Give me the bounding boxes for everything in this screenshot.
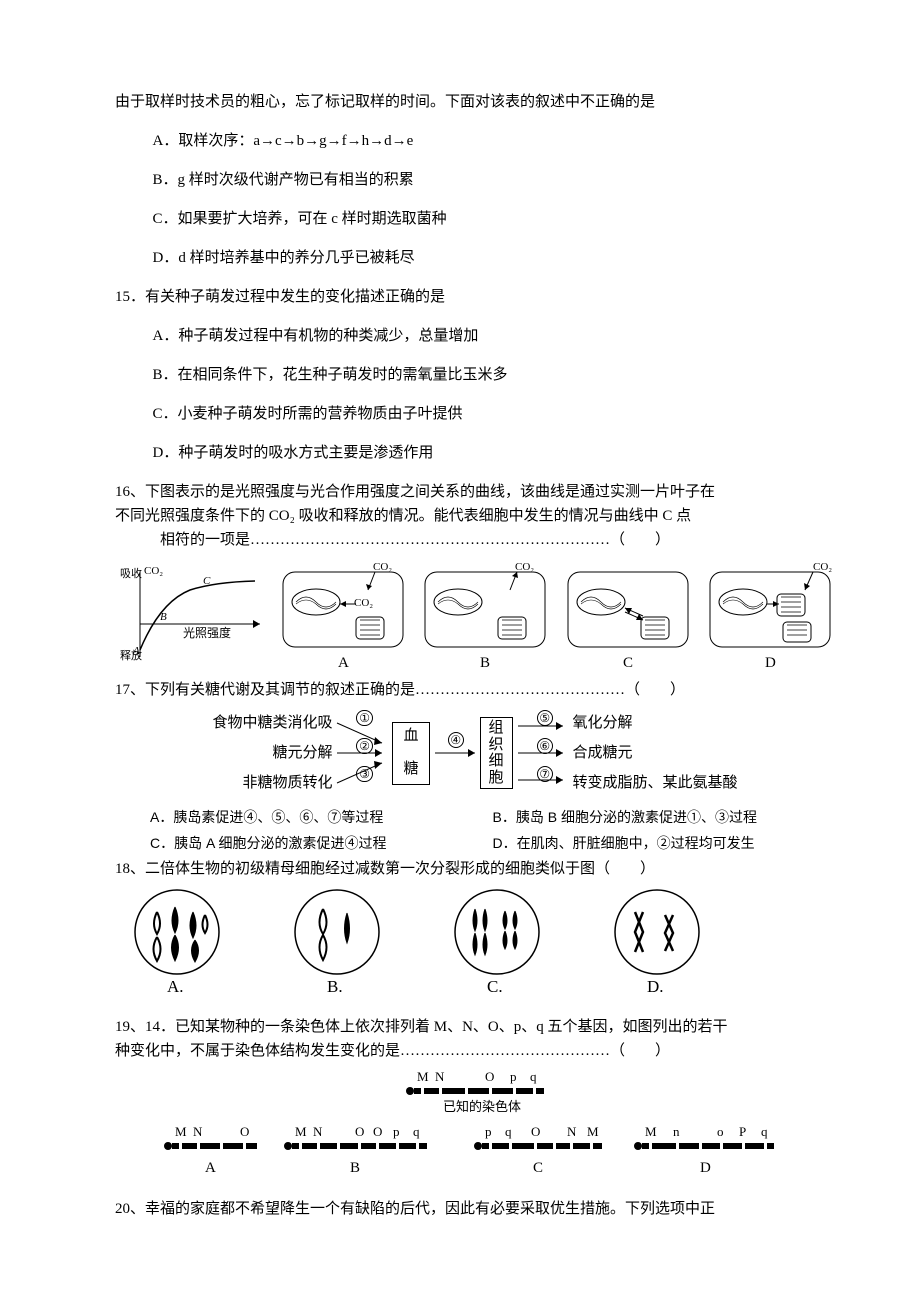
q14-intro: 由于取样时技术员的粗心，忘了标记取样的时间。下面对该表的叙述中不正确的是 xyxy=(115,90,835,114)
svg-text:N: N xyxy=(435,1069,445,1084)
svg-text:D: D xyxy=(765,655,776,671)
q16-light-curve: 吸收 释放 CO₂ A B C 光照强度 xyxy=(115,562,265,672)
q20-stem: 20、幸福的家庭都不希望降生一个有缺陷的后代，因此有必要采取优生措施。下列选项中… xyxy=(115,1197,835,1221)
svg-text:C: C xyxy=(533,1160,543,1176)
svg-text:q: q xyxy=(413,1124,420,1139)
q18-cell-b: B. xyxy=(285,887,395,997)
svg-text:M: M xyxy=(175,1124,187,1139)
q19-diagram: MN Opq 已知的染色体 MNO A MN OO pq xyxy=(155,1069,795,1179)
flow-right-3: 转变成脂肪、某此氨基酸 xyxy=(573,768,738,798)
q16-line3: 相符的一项是………………………………………………………………（ ） xyxy=(115,528,835,552)
svg-text:q: q xyxy=(505,1124,512,1139)
svg-text:p: p xyxy=(393,1124,400,1139)
svg-text:p: p xyxy=(485,1124,492,1139)
q17-opt-a: A．胰岛素促进④、⑤、⑥、⑦等过程 xyxy=(150,806,493,828)
svg-text:O: O xyxy=(240,1124,249,1139)
q16-cell-b: CO₂ B xyxy=(420,562,550,672)
q14-opt-b: B．g 样时次级代谢产物已有相当的积累 xyxy=(115,168,835,192)
flow-left-3: 非糖物质转化 xyxy=(212,768,332,798)
q15-opt-c: C．小麦种子萌发时所需的营养物质由子叶提供 xyxy=(115,402,835,426)
svg-text:A: A xyxy=(205,1160,216,1176)
exam-page: 由于取样时技术员的粗心，忘了标记取样的时间。下面对该表的叙述中不正确的是 A．取… xyxy=(0,0,920,1302)
svg-text:M: M xyxy=(295,1124,307,1139)
q16-cell-c: C xyxy=(563,562,693,672)
flow-right-2: 合成糖元 xyxy=(573,738,738,768)
q15-opt-a: A．种子萌发过程中有机物的种类减少，总量增加 xyxy=(115,324,835,348)
svg-text:q: q xyxy=(761,1124,768,1139)
svg-text:M: M xyxy=(417,1069,429,1084)
svg-text:O: O xyxy=(485,1069,494,1084)
q15-stem: 15．有关种子萌发过程中发生的变化描述正确的是 xyxy=(115,285,835,309)
svg-text:C: C xyxy=(203,575,211,587)
q15-opt-b: B．在相同条件下，花生种子萌发时的需氧量比玉米多 xyxy=(115,363,835,387)
q16-figure-row: 吸收 释放 CO₂ A B C 光照强度 CO₂ CO₂ xyxy=(115,562,835,672)
svg-text:N: N xyxy=(313,1124,323,1139)
svg-text:n: n xyxy=(673,1124,680,1139)
flow-right-1: 氧化分解 xyxy=(573,708,738,738)
svg-text:M: M xyxy=(645,1124,657,1139)
svg-text:o: o xyxy=(717,1124,724,1139)
ylabel-top: 吸收 xyxy=(120,566,142,580)
svg-text:已知的染色体: 已知的染色体 xyxy=(443,1099,521,1114)
flow-left-2: 糖元分解 xyxy=(212,738,332,768)
svg-text:CO₂: CO₂ xyxy=(354,597,373,609)
q17-opt-d: D．在肌肉、肝脏细胞中，②过程均可发生 xyxy=(493,832,836,854)
svg-text:B.: B. xyxy=(327,977,343,996)
svg-text:O: O xyxy=(373,1124,382,1139)
svg-text:M: M xyxy=(587,1124,599,1139)
q17-flowchart: 食物中糖类消化吸 糖元分解 非糖物质转化 ① ② ③ 血 糖 ④ 组 织 细 xyxy=(115,708,835,798)
q17-options: A．胰岛素促进④、⑤、⑥、⑦等过程 B．胰岛 B 细胞分泌的激素促进①、③过程 … xyxy=(150,804,835,857)
q16-line2: 不同光照强度条件下的 CO₂ 吸收和释放的情况。能代表细胞中发生的情况与曲线中 … xyxy=(115,504,835,528)
xaxis-label: 光照强度 xyxy=(183,625,231,640)
box-blood-sugar: 血 糖 xyxy=(392,722,429,785)
svg-text:q: q xyxy=(530,1069,537,1084)
q17-opt-b: B．胰岛 B 细胞分泌的激素促进①、③过程 xyxy=(493,806,836,828)
q19-stem2: 种变化中，不属于染色体结构发生变化的是……………………………………（ ） xyxy=(115,1039,835,1063)
svg-text:D: D xyxy=(700,1160,711,1176)
svg-text:O: O xyxy=(531,1124,540,1139)
q18-cell-a: A. xyxy=(125,887,235,997)
svg-text:B: B xyxy=(480,655,490,671)
q16-line1: 16、下图表示的是光照强度与光合作用强度之间关系的曲线，该曲线是通过实测一片叶子… xyxy=(115,480,835,504)
q14-opt-a: A．取样次序：a→c→b→g→f→h→d→e xyxy=(115,129,835,153)
svg-text:B: B xyxy=(350,1160,360,1176)
svg-text:A: A xyxy=(338,655,349,671)
svg-text:C: C xyxy=(623,655,633,671)
svg-text:CO₂: CO₂ xyxy=(373,562,392,573)
q18-cell-d: D. xyxy=(605,887,715,997)
q17-opt-c: C．胰岛 A 细胞分泌的激素促进④过程 xyxy=(150,832,493,854)
q16-cell-d: CO₂ D xyxy=(705,562,835,672)
svg-text:p: p xyxy=(510,1069,517,1084)
svg-text:D.: D. xyxy=(647,977,664,996)
box-tissue-cell: 组 织 细 胞 xyxy=(480,717,513,789)
flow-left-1: 食物中糖类消化吸 xyxy=(212,708,332,738)
q15-opt-d: D．种子萌发时的吸水方式主要是渗透作用 xyxy=(115,441,835,465)
q17-stem: 17、下列有关糖代谢及其调节的叙述正确的是……………………………………（ ） xyxy=(115,678,835,702)
svg-text:N: N xyxy=(567,1124,577,1139)
q18-figure-row: A. B. C. xyxy=(115,887,835,997)
svg-text:CO₂: CO₂ xyxy=(515,562,534,573)
co2-axis: CO₂ xyxy=(144,565,163,577)
q18-stem: 18、二倍体生物的初级精母细胞经过减数第一次分裂形成的细胞类似于图（ ） xyxy=(115,857,835,881)
svg-text:A: A xyxy=(132,645,140,657)
q14-opt-d: D．d 样时培养基中的养分几乎已被耗尽 xyxy=(115,246,835,270)
svg-text:CO₂: CO₂ xyxy=(813,562,832,573)
q18-cell-c: C. xyxy=(445,887,555,997)
q14-opt-c: C．如果要扩大培养，可在 c 样时期选取菌种 xyxy=(115,207,835,231)
svg-text:A.: A. xyxy=(167,977,184,996)
svg-text:B: B xyxy=(160,611,167,623)
svg-text:C.: C. xyxy=(487,977,503,996)
svg-text:O: O xyxy=(355,1124,364,1139)
svg-text:P: P xyxy=(739,1124,746,1139)
svg-text:N: N xyxy=(193,1124,203,1139)
q16-cell-a: CO₂ CO₂ A xyxy=(278,562,408,672)
q19-stem1: 19、14．已知某物种的一条染色体上依次排列着 M、N、O、p、q 五个基因，如… xyxy=(115,1015,835,1039)
